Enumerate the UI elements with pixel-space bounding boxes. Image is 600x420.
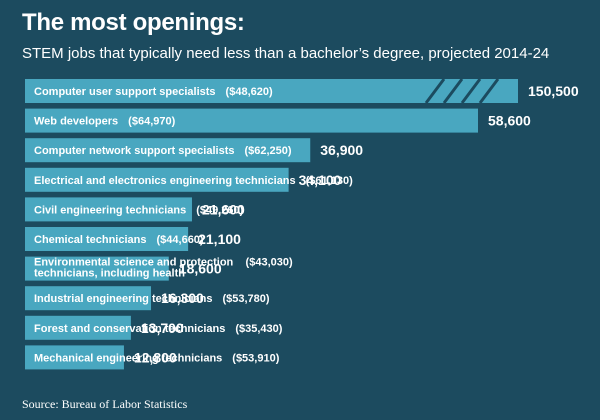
value-label: 18,600: [179, 261, 222, 277]
salary-label: ($61,130): [306, 175, 353, 187]
salary-label: ($53,780): [222, 293, 269, 305]
salary-label: ($49,260): [196, 204, 243, 216]
category-label: Chemical technicians: [34, 234, 147, 246]
salary-label: ($64,970): [128, 116, 175, 128]
value-label: 58,600: [488, 113, 531, 129]
category-label: Mechanical engineering technicians: [34, 352, 222, 364]
category-label: Industrial engineering technicians: [34, 293, 212, 305]
salary-label: ($48,620): [226, 86, 273, 98]
category-label: Environmental science and protection tech…: [34, 257, 234, 280]
axis-break-mark: [442, 78, 464, 104]
bar: [25, 108, 478, 133]
axis-break-mark: [460, 78, 482, 104]
salary-label: ($53,910): [232, 352, 279, 364]
bar: [25, 138, 311, 163]
category-label: Web developers: [34, 116, 118, 128]
bar: [25, 227, 189, 251]
value-label: 150,500: [528, 83, 579, 99]
salary-label: ($35,430): [235, 323, 282, 335]
value-label: 13,700: [141, 320, 184, 336]
source-note: Source: Bureau of Labor Statistics: [22, 397, 188, 411]
value-label: 21,100: [198, 231, 241, 247]
category-label: Computer network support specialists: [34, 145, 234, 157]
value-label: 34,100: [299, 172, 342, 188]
chart-title: The most openings:: [22, 9, 245, 36]
salary-label: ($44,660): [157, 234, 204, 246]
bar: [25, 167, 289, 192]
bar: [25, 286, 152, 311]
category-label: Civil engineering technicians: [34, 204, 186, 216]
bar: [25, 315, 131, 340]
value-label: 21,600: [202, 201, 245, 217]
bar: [25, 197, 192, 222]
chart-subtitle: STEM jobs that typically need less than …: [22, 45, 550, 62]
category-label: Computer user support specialists: [34, 86, 216, 98]
bar: [25, 256, 169, 281]
value-label: 12,800: [134, 349, 177, 365]
value-label: 36,900: [320, 142, 363, 158]
category-label: Electrical and electronics engineering t…: [34, 175, 296, 187]
bar: [25, 345, 124, 370]
salary-label: ($62,250): [244, 145, 291, 157]
axis-break-mark: [478, 78, 500, 104]
salary-label: ($43,030): [246, 257, 293, 269]
axis-break-mark: [424, 78, 446, 104]
value-label: 16,300: [161, 290, 204, 306]
category-label: Forest and conservation technicians: [34, 323, 225, 335]
